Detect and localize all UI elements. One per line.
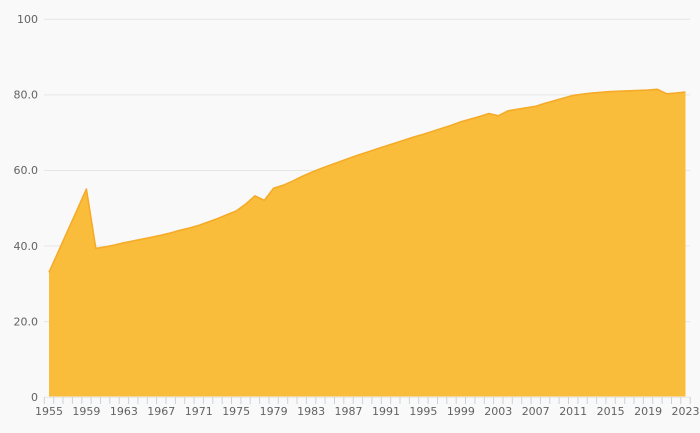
y-axis-label: 20.0 <box>14 315 39 328</box>
x-axis-label: 1967 <box>147 405 175 418</box>
y-axis-label: 40.0 <box>14 240 39 253</box>
x-axis-label: 1975 <box>222 405 250 418</box>
x-axis-label: 1971 <box>185 405 213 418</box>
x-axis-label: 1999 <box>447 405 475 418</box>
y-axis-label: 80.0 <box>14 89 39 102</box>
x-axis-label: 1979 <box>260 405 288 418</box>
x-axis-label: 2015 <box>597 405 625 418</box>
y-axis-label: 100 <box>17 13 38 26</box>
x-axis-label: 2003 <box>484 405 512 418</box>
x-axis-label: 2019 <box>634 405 662 418</box>
x-axis-label: 1963 <box>110 405 138 418</box>
x-axis-label: 1987 <box>335 405 363 418</box>
x-axis-label: 2011 <box>559 405 587 418</box>
line-series <box>48 88 686 273</box>
x-axis-label: 1991 <box>372 405 400 418</box>
x-axis-label: 1955 <box>35 405 63 418</box>
x-axis-label: 2023 <box>672 405 700 418</box>
x-axis-label: 2007 <box>522 405 550 418</box>
y-axis-label: 0 <box>31 391 38 404</box>
x-axis-label: 1959 <box>72 405 100 418</box>
x-axis-label: 1995 <box>409 405 437 418</box>
y-axis-label: 60.0 <box>14 164 39 177</box>
area-series[interactable] <box>49 89 686 397</box>
x-axis-label: 1983 <box>297 405 325 418</box>
